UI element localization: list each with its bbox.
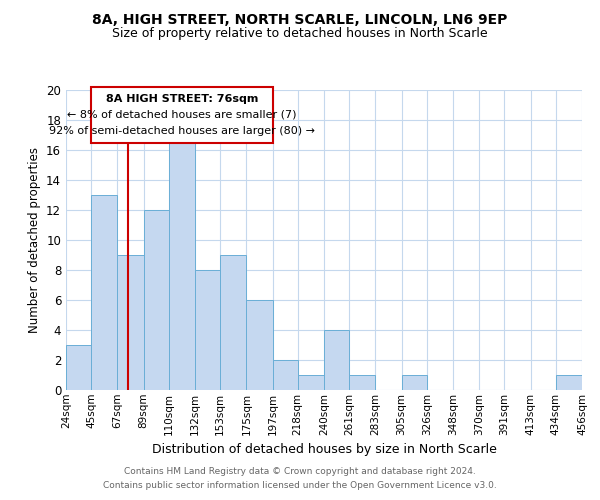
- Bar: [220, 255, 247, 390]
- Y-axis label: Number of detached properties: Number of detached properties: [28, 147, 41, 333]
- Bar: [401, 375, 427, 390]
- Bar: [298, 375, 324, 390]
- Bar: [66, 345, 91, 390]
- Bar: [247, 300, 272, 390]
- FancyBboxPatch shape: [91, 87, 272, 142]
- Text: 8A HIGH STREET: 76sqm: 8A HIGH STREET: 76sqm: [106, 94, 258, 104]
- Text: 92% of semi-detached houses are larger (80) →: 92% of semi-detached houses are larger (…: [49, 126, 315, 136]
- X-axis label: Distribution of detached houses by size in North Scarle: Distribution of detached houses by size …: [152, 443, 496, 456]
- Bar: [169, 135, 195, 390]
- Bar: [195, 270, 220, 390]
- Bar: [91, 195, 118, 390]
- Text: Size of property relative to detached houses in North Scarle: Size of property relative to detached ho…: [112, 28, 488, 40]
- Bar: [272, 360, 298, 390]
- Bar: [118, 255, 143, 390]
- Text: Contains public sector information licensed under the Open Government Licence v3: Contains public sector information licen…: [103, 481, 497, 490]
- Bar: [143, 210, 169, 390]
- Text: ← 8% of detached houses are smaller (7): ← 8% of detached houses are smaller (7): [67, 110, 296, 120]
- Text: Contains HM Land Registry data © Crown copyright and database right 2024.: Contains HM Land Registry data © Crown c…: [124, 467, 476, 476]
- Bar: [324, 330, 349, 390]
- Text: 8A, HIGH STREET, NORTH SCARLE, LINCOLN, LN6 9EP: 8A, HIGH STREET, NORTH SCARLE, LINCOLN, …: [92, 12, 508, 26]
- Bar: [349, 375, 376, 390]
- Bar: [556, 375, 582, 390]
